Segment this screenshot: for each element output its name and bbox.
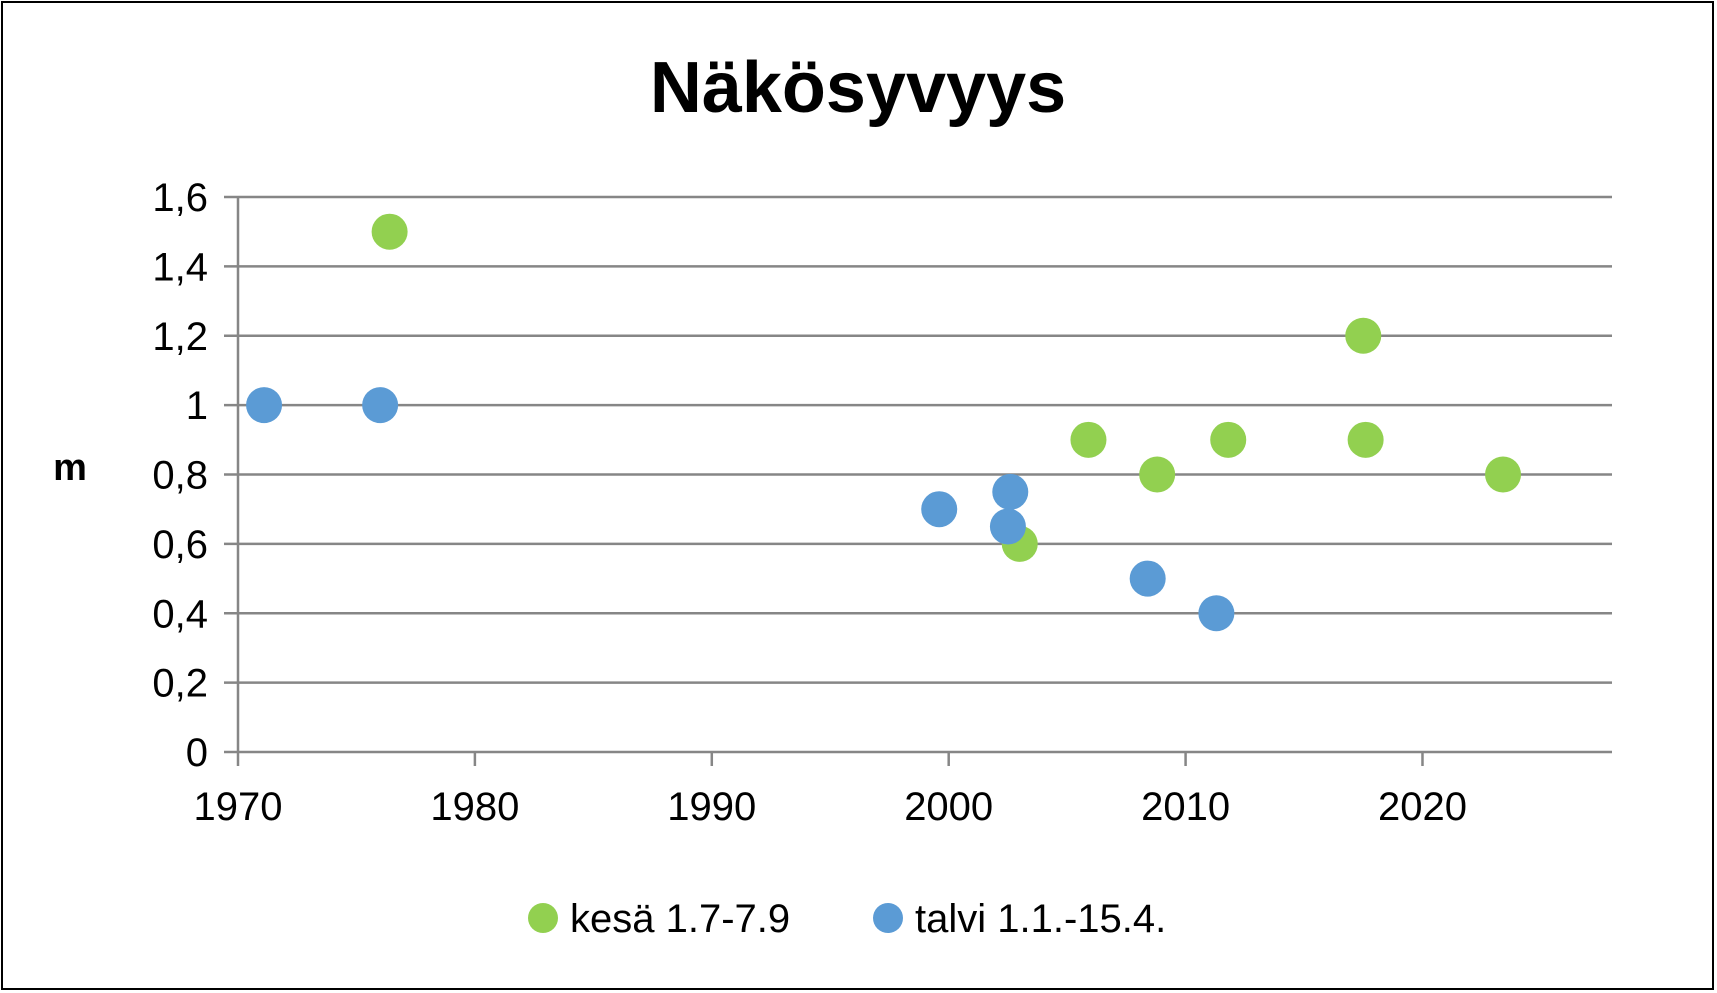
x-tick-label: 2020 bbox=[1378, 785, 1467, 829]
point-talvi bbox=[362, 387, 399, 424]
legend-label: kesä 1.7-7.9 bbox=[570, 897, 790, 941]
x-tick-label: 1970 bbox=[194, 785, 283, 829]
point-talvi bbox=[246, 387, 283, 424]
legend-marker bbox=[528, 903, 558, 933]
legend-marker bbox=[873, 903, 903, 933]
point-kesa bbox=[1139, 456, 1176, 493]
legend-label: talvi 1.1.-15.4. bbox=[915, 897, 1166, 941]
x-tick-label: 1980 bbox=[430, 785, 519, 829]
y-tick-label: 1 bbox=[186, 384, 208, 428]
data-points bbox=[246, 213, 1522, 632]
chart-title: Näkösyvyys bbox=[650, 48, 1066, 128]
point-kesa bbox=[1485, 456, 1522, 493]
point-kesa bbox=[1210, 421, 1247, 458]
tick-labels: 0 0,2 0,4 0,6 0,8 1 1,2 1,4 1,6 1970 1980 1990 2000 2… bbox=[152, 176, 1467, 829]
point-talvi bbox=[992, 473, 1029, 510]
point-talvi bbox=[1129, 560, 1166, 597]
y-tick-label: 0,6 bbox=[152, 523, 208, 567]
x-tick-label: 2010 bbox=[1141, 785, 1230, 829]
y-tick-label: 1,6 bbox=[152, 176, 208, 220]
point-talvi bbox=[921, 491, 958, 528]
point-kesa bbox=[1070, 421, 1107, 458]
y-tick-label: 0,2 bbox=[152, 662, 208, 706]
point-talvi bbox=[989, 508, 1026, 545]
y-tick-label: 1,4 bbox=[152, 245, 208, 289]
y-axis-label: m bbox=[53, 447, 87, 489]
legend-item-talvi: talvi 1.1.-15.4. bbox=[873, 897, 1166, 941]
point-talvi bbox=[1198, 595, 1235, 632]
x-tick-label: 1990 bbox=[667, 785, 756, 829]
y-tick-label: 0 bbox=[186, 731, 208, 775]
point-kesa bbox=[371, 213, 408, 250]
x-tick-label: 2000 bbox=[904, 785, 993, 829]
legend-item-kesa: kesä 1.7-7.9 bbox=[528, 897, 790, 941]
point-kesa bbox=[1347, 421, 1384, 458]
y-tick-label: 0,4 bbox=[152, 592, 208, 636]
point-kesa bbox=[1345, 317, 1382, 354]
y-tick-label: 0,8 bbox=[152, 454, 208, 498]
axes bbox=[224, 195, 1612, 766]
legend: kesä 1.7-7.9 talvi 1.1.-15.4. bbox=[528, 897, 1166, 941]
y-tick-label: 1,2 bbox=[152, 315, 208, 359]
gridlines bbox=[238, 195, 1612, 684]
